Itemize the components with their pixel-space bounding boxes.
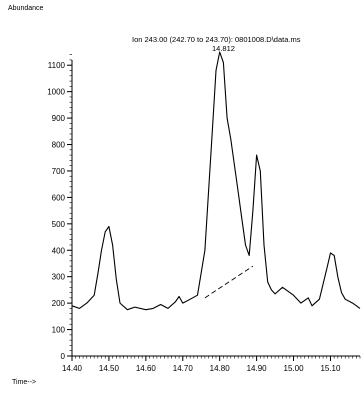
x-tick-label: 14.50 — [99, 364, 120, 373]
y-axis-label: Abundance — [8, 5, 44, 12]
y-tick-label: 700 — [52, 167, 66, 176]
x-tick-label: 14.70 — [173, 364, 194, 373]
x-tick-label: 15.10 — [320, 364, 341, 373]
data-layer — [71, 51, 361, 311]
y-tick-label: 900 — [52, 114, 66, 123]
y-tick-label: 300 — [52, 273, 66, 282]
chart-title: Ion 243.00 (242.70 to 243.70): 0801008.D… — [132, 35, 301, 44]
x-tick-label: 14.80 — [210, 364, 231, 373]
y-tick-label: 800 — [52, 141, 66, 150]
x-tick-label: 15.00 — [284, 364, 305, 373]
y-tick-label: 500 — [52, 220, 66, 229]
peak-label: 14.812 — [212, 44, 235, 53]
y-tick-label: 600 — [52, 193, 66, 202]
y-tick-label: 1000 — [47, 88, 65, 97]
integration-baseline — [204, 265, 254, 299]
x-axis-label: Time--> — [12, 379, 36, 386]
y-tick-label: 1100 — [48, 61, 66, 70]
y-tick-label: 400 — [52, 246, 66, 255]
chromatogram-trace — [71, 51, 361, 311]
x-tick-label: 14.90 — [247, 364, 268, 373]
axes-layer: 14.40 14.50 14.60 14.70 14.80 14.90 15.00 15.10… — [47, 54, 361, 373]
x-tick-label: 14.40 — [62, 364, 83, 373]
y-tick-label: 100 — [52, 326, 66, 335]
x-tick-label: 14.60 — [136, 364, 157, 373]
y-tick-label: 200 — [52, 299, 66, 308]
y-tick-label: 0 — [61, 352, 66, 361]
